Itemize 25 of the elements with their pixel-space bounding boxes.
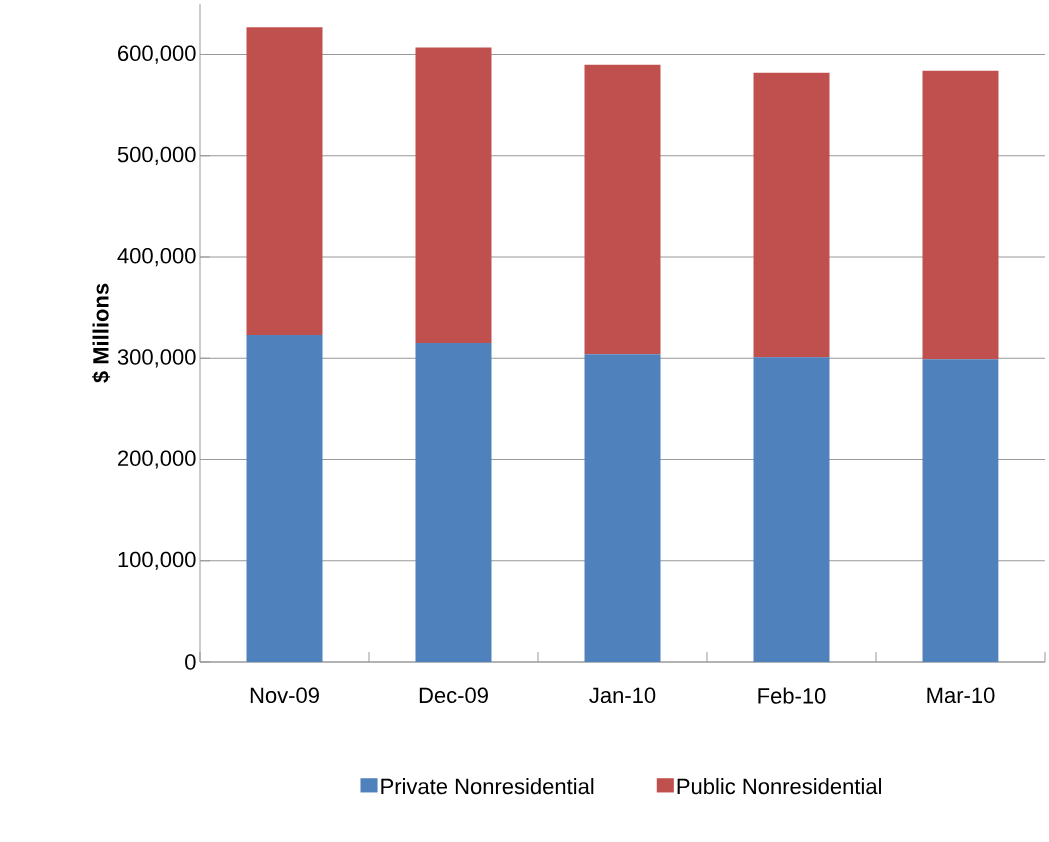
legend-label: Private Nonresidential — [381, 778, 594, 795]
x-tick-label: Jan-10 — [589, 687, 656, 704]
legend-label: Public Nonresidential — [677, 778, 881, 795]
y-axis-title: $ Millions — [92, 283, 111, 383]
y-tick-label: 400,000 — [117, 247, 196, 267]
bar — [415, 47, 492, 344]
bar — [922, 359, 999, 662]
y-tick-label: 600,000 — [118, 45, 196, 64]
y-tick-label: 300,000 — [117, 349, 196, 368]
bar — [415, 343, 492, 662]
y-tick-label: 100,000 — [118, 551, 196, 570]
bar — [584, 64, 661, 355]
y-tick-label: 0 — [185, 654, 196, 670]
x-tick-label: Dec-09 — [419, 687, 488, 704]
x-tick-label: Nov-09 — [250, 687, 319, 704]
bar — [246, 27, 323, 336]
bar — [584, 354, 661, 662]
x-tick-label: Feb-10 — [758, 687, 826, 704]
y-tick-label: 200,000 — [118, 450, 196, 469]
bar — [246, 335, 323, 662]
bar — [753, 357, 830, 662]
bar — [922, 70, 999, 360]
bar — [753, 72, 830, 358]
x-tick-label: Mar-10 — [927, 687, 995, 704]
y-tick-label: 500,000 — [117, 146, 196, 165]
